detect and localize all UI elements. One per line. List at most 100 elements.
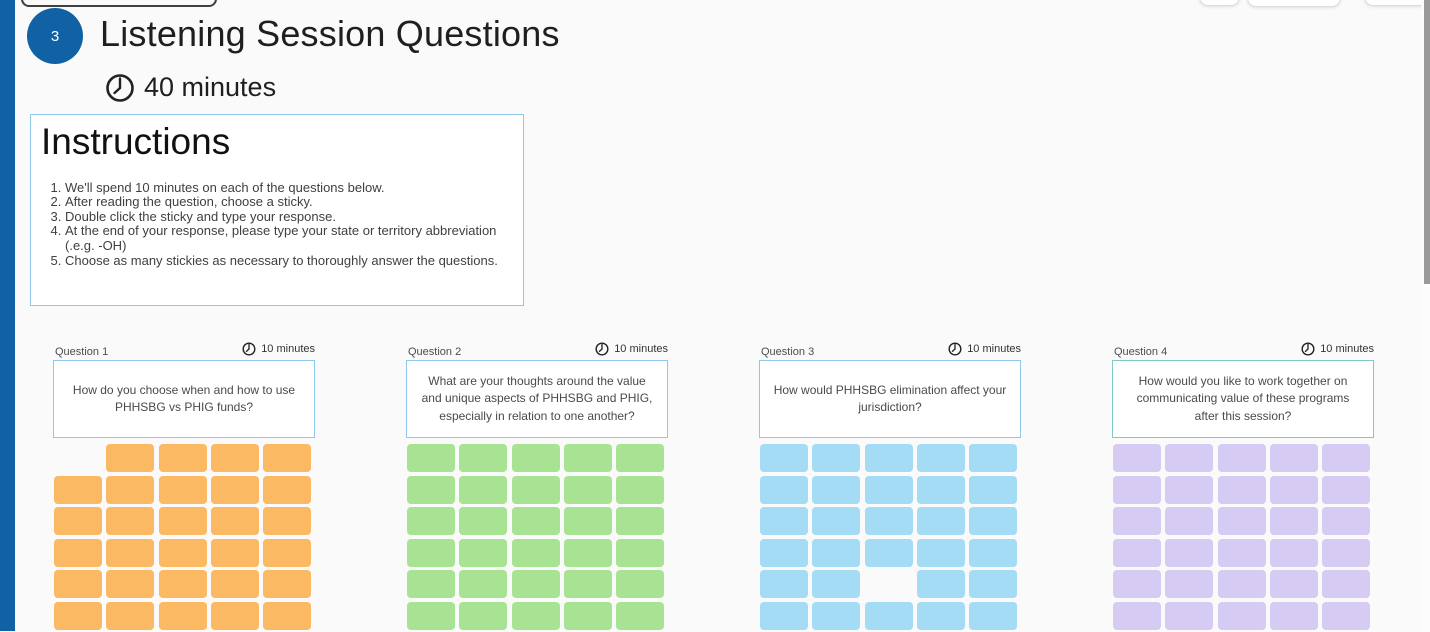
sticky-note[interactable] [158,601,207,630]
sticky-note[interactable] [106,570,155,598]
sticky-note[interactable] [563,570,612,598]
sticky-note[interactable] [812,538,861,567]
sticky-note[interactable] [263,507,312,535]
sticky-note[interactable] [760,507,808,535]
sticky-note[interactable] [54,601,102,630]
sticky-note[interactable] [210,475,259,504]
sticky-note[interactable] [1217,507,1266,535]
sticky-note[interactable] [1322,475,1371,504]
sticky-note[interactable] [1217,444,1266,472]
sticky-note[interactable] [1217,538,1266,567]
sticky-note[interactable] [1165,538,1214,567]
sticky-note[interactable] [106,601,155,630]
sticky-note[interactable] [916,475,965,504]
sticky-note[interactable] [106,475,155,504]
sticky-note[interactable] [916,538,965,567]
sticky-note[interactable] [511,475,560,504]
sticky-note[interactable] [158,570,207,598]
sticky-note[interactable] [864,475,913,504]
sticky-note[interactable] [563,538,612,567]
sticky-note[interactable] [158,475,207,504]
sticky-note[interactable] [1165,475,1214,504]
sticky-note[interactable] [916,601,965,630]
question-text-box[interactable]: How do you choose when and how to use PH… [53,360,315,438]
sticky-note[interactable] [106,507,155,535]
sticky-note[interactable] [263,601,312,630]
sticky-note[interactable] [1322,570,1371,598]
sticky-note[interactable] [459,570,508,598]
sticky-note[interactable] [1217,475,1266,504]
toolbar-card-cutoff-1[interactable] [1199,0,1240,6]
sticky-note[interactable] [263,475,312,504]
sticky-note[interactable] [106,444,155,472]
sticky-note[interactable] [54,538,102,567]
sticky-note[interactable] [1165,444,1214,472]
sticky-note[interactable] [812,507,861,535]
sticky-note[interactable] [864,507,913,535]
sticky-note[interactable] [563,475,612,504]
sticky-note[interactable] [1269,601,1318,630]
sticky-note[interactable] [1165,570,1214,598]
sticky-note[interactable] [54,570,102,598]
sticky-note[interactable] [812,570,861,598]
sticky-note[interactable] [158,538,207,567]
sticky-note[interactable] [1113,570,1161,598]
sticky-note[interactable] [1113,538,1161,567]
sticky-note[interactable] [511,507,560,535]
sticky-note[interactable] [1165,507,1214,535]
question-text-box[interactable]: How would PHHSBG elimination affect your… [759,360,1021,438]
sticky-note[interactable] [563,601,612,630]
sticky-note[interactable] [511,601,560,630]
sticky-note[interactable] [616,475,665,504]
sticky-note[interactable] [459,444,508,472]
sticky-note[interactable] [916,570,965,598]
sticky-note[interactable] [760,444,808,472]
sticky-note[interactable] [511,444,560,472]
vertical-scrollbar-thumb[interactable] [1424,0,1430,284]
sticky-note[interactable] [812,444,861,472]
sticky-note[interactable] [1113,444,1161,472]
sticky-note[interactable] [210,444,259,472]
sticky-note[interactable] [1269,475,1318,504]
sticky-note[interactable] [210,507,259,535]
sticky-note[interactable] [864,601,913,630]
sticky-note[interactable] [760,475,808,504]
sticky-note[interactable] [760,538,808,567]
sticky-note[interactable] [54,475,102,504]
sticky-note[interactable] [969,475,1018,504]
sticky-note[interactable] [1269,570,1318,598]
sticky-note[interactable] [916,444,965,472]
sticky-note[interactable] [1113,507,1161,535]
sticky-note[interactable] [969,538,1018,567]
question-text-box[interactable]: What are your thoughts around the value … [406,360,668,438]
sticky-note[interactable] [563,444,612,472]
sticky-note[interactable] [969,444,1018,472]
sticky-note[interactable] [1217,570,1266,598]
sticky-note[interactable] [1217,601,1266,630]
sticky-note[interactable] [1322,444,1371,472]
sticky-note[interactable] [1113,601,1161,630]
sticky-note[interactable] [812,475,861,504]
sticky-note[interactable] [916,507,965,535]
sticky-note[interactable] [407,601,455,630]
sticky-note[interactable] [812,601,861,630]
question-text-box[interactable]: How would you like to work together on c… [1112,360,1374,438]
sticky-note[interactable] [210,538,259,567]
sticky-note[interactable] [1269,444,1318,472]
sticky-note[interactable] [1165,601,1214,630]
sticky-note[interactable] [760,601,808,630]
sticky-note[interactable] [106,538,155,567]
sticky-note[interactable] [760,570,808,598]
vertical-scrollbar-track[interactable] [1421,0,1430,631]
sticky-note[interactable] [1269,507,1318,535]
sticky-note[interactable] [407,475,455,504]
sticky-note[interactable] [616,444,665,472]
sticky-note[interactable] [158,444,207,472]
toolbar-card-cutoff-2[interactable] [1247,0,1341,7]
sticky-note[interactable] [1322,601,1371,630]
sticky-note[interactable] [459,538,508,567]
sticky-note[interactable] [54,507,102,535]
sticky-note[interactable] [407,570,455,598]
sticky-note[interactable] [407,538,455,567]
sticky-note[interactable] [158,507,207,535]
